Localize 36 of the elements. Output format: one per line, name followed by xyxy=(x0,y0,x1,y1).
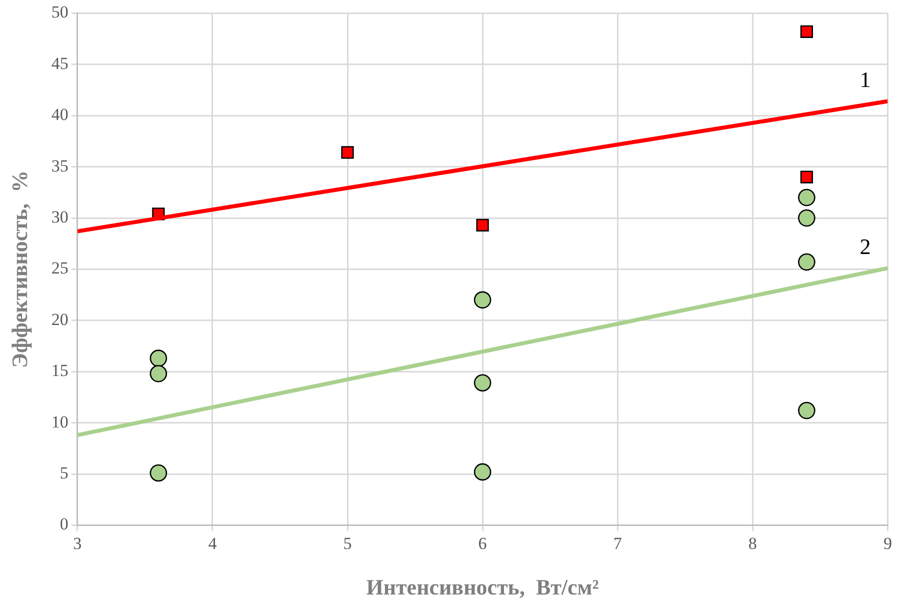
y-tick-label: 25 xyxy=(51,258,68,278)
y-tick-label: 45 xyxy=(51,54,68,73)
x-tick-label: 9 xyxy=(883,534,892,553)
x-tick-label: 6 xyxy=(478,534,487,553)
y-axis-title: Эффективность, % xyxy=(6,170,32,368)
y-tick-label: 50 xyxy=(51,2,68,22)
point xyxy=(150,365,168,382)
point xyxy=(798,188,816,206)
point xyxy=(150,350,168,367)
point xyxy=(798,209,816,227)
x-axis-title: Интенсивность, Вт/см² xyxy=(366,574,600,600)
point xyxy=(476,218,489,232)
x-tick-label: 3 xyxy=(73,534,82,553)
point xyxy=(474,291,492,309)
y-tick-label: 35 xyxy=(51,156,68,176)
point xyxy=(798,253,816,271)
y-tick-label: 30 xyxy=(51,207,68,226)
x-tick-label: 7 xyxy=(613,534,622,553)
x-tick-label: 8 xyxy=(748,534,757,553)
y-tick-label: 20 xyxy=(51,310,68,329)
point xyxy=(474,463,492,481)
point xyxy=(341,146,354,159)
y-tick-label: 10 xyxy=(51,412,68,432)
y-tick-label: 0 xyxy=(60,514,68,534)
point xyxy=(474,374,492,392)
point xyxy=(150,464,168,482)
x-tick-label: 4 xyxy=(208,534,218,553)
point xyxy=(800,170,813,184)
y-tick-label: 40 xyxy=(51,105,68,124)
y-tick-label: 5 xyxy=(60,463,68,482)
point xyxy=(798,402,816,420)
y-tick-label: 15 xyxy=(51,361,68,380)
point xyxy=(800,25,813,38)
annotation: 2 xyxy=(860,234,871,259)
annotation: 1 xyxy=(860,67,871,92)
x-tick-label: 5 xyxy=(343,534,352,553)
